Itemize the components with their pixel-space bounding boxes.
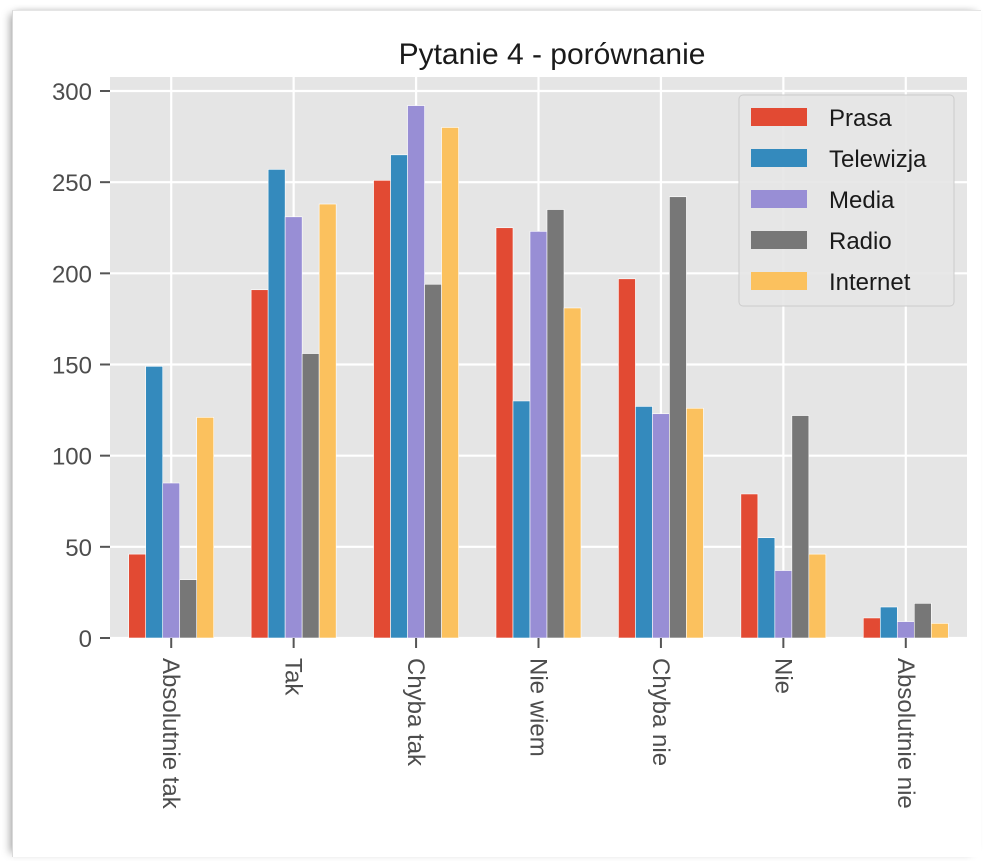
y-tick-label: 250 (52, 170, 92, 197)
bar-media-4 (652, 413, 670, 639)
bar-media-0 (162, 482, 181, 639)
bar-telewizja-6 (879, 606, 898, 639)
bar-telewizja-5 (757, 537, 776, 639)
bar-prasa-0 (128, 553, 147, 639)
bar-telewizja-1 (267, 169, 286, 639)
bar-radio-6 (913, 603, 932, 639)
chart-title: Pytanie 4 - porównanie (399, 38, 706, 71)
bar-radio-4 (669, 196, 687, 639)
bar-internet-5 (808, 553, 827, 639)
legend-swatch-internet (751, 272, 807, 290)
legend-label-radio: Radio (829, 228, 892, 255)
legend-swatch-media (751, 190, 807, 208)
bar-prasa-2 (373, 180, 391, 639)
bar-internet-0 (196, 417, 215, 639)
x-tick-label: Nie (769, 658, 796, 694)
y-tick-label: 100 (52, 444, 92, 471)
bar-media-5 (774, 570, 793, 639)
bar-telewizja-3 (512, 400, 531, 639)
bar-radio-3 (546, 209, 565, 639)
bar-radio-5 (791, 415, 810, 639)
bar-prasa-3 (495, 227, 514, 639)
bar-prasa-6 (862, 617, 881, 639)
x-tick-label: Tak (280, 658, 307, 696)
y-tick-label: 50 (65, 535, 92, 562)
bar-media-6 (896, 621, 915, 639)
bar-radio-2 (424, 283, 442, 639)
bar-internet-6 (930, 623, 949, 639)
y-tick-label: 150 (52, 353, 92, 380)
bar-media-3 (529, 231, 548, 639)
bar-telewizja-4 (635, 406, 653, 639)
legend-label-prasa: Prasa (829, 105, 892, 132)
bar-prasa-4 (618, 278, 636, 639)
bar-prasa-5 (740, 493, 759, 639)
bar-internet-3 (563, 307, 582, 639)
legend-swatch-telewizja (751, 149, 807, 167)
legend-swatch-prasa (751, 108, 807, 126)
bar-radio-0 (179, 579, 198, 639)
x-tick-label: Absolutnie nie (892, 658, 919, 809)
y-tick-label: 0 (79, 626, 92, 653)
x-tick-label: Absolutnie tak (157, 658, 184, 810)
x-tick-label: Chyba nie (647, 658, 674, 766)
legend-box (738, 94, 955, 307)
bar-media-1 (284, 216, 303, 639)
y-tick-label: 200 (52, 261, 92, 288)
bar-telewizja-0 (145, 366, 164, 639)
bar-internet-4 (686, 407, 704, 639)
legend-label-internet: Internet (829, 269, 911, 296)
legend-swatch-radio (751, 231, 807, 249)
x-tick-label: Chyba tak (402, 658, 429, 767)
bar-internet-1 (318, 203, 337, 639)
bar-media-2 (407, 105, 425, 639)
y-tick-label: 300 (52, 79, 92, 106)
x-tick-label: Nie wiem (525, 658, 552, 757)
legend: Prasa Telewizja Media Radio Internet (738, 94, 955, 307)
legend-label-telewizja: Telewizja (829, 146, 927, 173)
bar-radio-1 (301, 353, 320, 639)
bar-internet-2 (441, 127, 459, 639)
legend-label-media: Media (829, 187, 895, 214)
bar-telewizja-2 (390, 154, 408, 639)
bar-prasa-1 (250, 289, 269, 639)
